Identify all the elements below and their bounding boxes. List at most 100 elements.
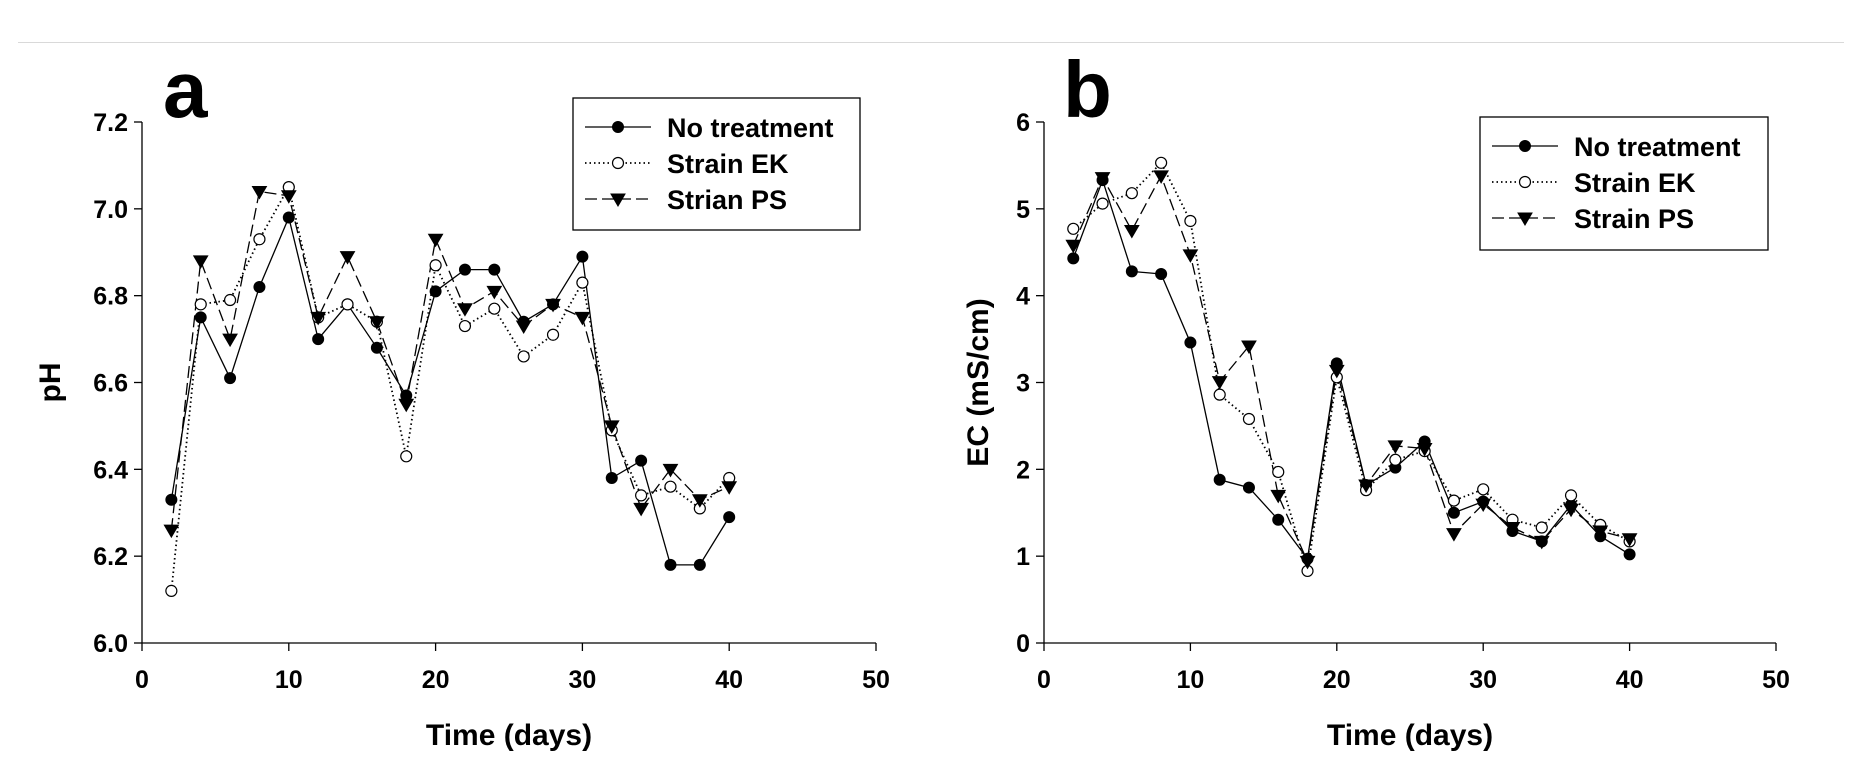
data-point xyxy=(429,259,442,272)
data-point xyxy=(1125,265,1138,278)
x-axis-title: Time (days) xyxy=(1327,719,1493,752)
x-tick-label: 10 xyxy=(1176,666,1204,694)
data-point xyxy=(1155,156,1168,169)
data-point xyxy=(1213,388,1226,401)
data-point xyxy=(574,311,591,326)
x-tick-label: 50 xyxy=(862,666,890,694)
x-tick-label: 40 xyxy=(1616,666,1644,694)
data-point xyxy=(165,584,178,598)
data-point xyxy=(633,502,649,517)
data-point xyxy=(517,350,530,363)
data-point xyxy=(723,511,736,524)
data-point xyxy=(545,298,561,313)
data-point xyxy=(1477,483,1490,496)
data-point xyxy=(398,398,415,413)
data-point xyxy=(1155,267,1168,280)
y-tick-label: 6.6 xyxy=(93,370,128,398)
y-tick-label: 7.0 xyxy=(93,196,128,224)
legend-marker xyxy=(1519,140,1531,152)
y-tick-label: 0 xyxy=(1016,630,1030,658)
x-tick-label: 20 xyxy=(422,666,450,694)
data-point xyxy=(486,285,503,300)
y-tick-label: 6.8 xyxy=(93,283,128,311)
data-point xyxy=(1241,340,1257,355)
data-point xyxy=(458,263,471,276)
y-tick-label: 5 xyxy=(1016,196,1030,224)
data-point xyxy=(1184,214,1197,228)
data-point xyxy=(1211,376,1228,390)
data-point xyxy=(341,298,354,311)
data-point xyxy=(488,263,501,276)
data-point xyxy=(429,285,442,298)
data-point xyxy=(339,251,356,265)
data-point xyxy=(1096,197,1109,210)
data-point xyxy=(1446,528,1462,542)
data-point xyxy=(1358,479,1374,493)
x-tick-label: 30 xyxy=(568,666,596,694)
top-divider xyxy=(18,42,1844,43)
data-point xyxy=(662,463,679,478)
y-tick-label: 2 xyxy=(1016,456,1030,484)
data-point xyxy=(576,276,589,289)
data-point xyxy=(1299,555,1316,570)
data-point xyxy=(1387,440,1404,454)
data-point xyxy=(1447,506,1460,519)
legend-marker xyxy=(1518,175,1532,189)
legend-label: Strain EK xyxy=(667,149,789,179)
panel-b-letter: b xyxy=(1063,45,1112,134)
legend-label: Strian PS xyxy=(667,185,787,215)
data-point xyxy=(1564,489,1578,502)
data-point xyxy=(1125,187,1138,200)
data-point xyxy=(635,489,648,502)
data-point xyxy=(458,319,472,333)
data-point xyxy=(1242,412,1256,426)
x-tick-label: 0 xyxy=(1037,666,1051,694)
data-point xyxy=(1094,172,1111,186)
data-point xyxy=(370,341,383,354)
x-tick-label: 10 xyxy=(275,666,303,694)
data-point xyxy=(400,450,413,463)
data-point xyxy=(1621,533,1638,547)
data-point xyxy=(427,233,444,248)
legend-marker xyxy=(612,121,624,133)
y-axis-title: pH xyxy=(34,363,67,403)
data-point xyxy=(1389,453,1402,466)
data-point xyxy=(1270,489,1287,504)
data-point xyxy=(1182,249,1199,263)
data-point xyxy=(546,328,560,341)
y-tick-label: 6 xyxy=(1016,109,1030,137)
y-tick-label: 4 xyxy=(1016,283,1030,311)
y-tick-label: 6.2 xyxy=(93,543,128,571)
data-point xyxy=(1065,239,1082,254)
data-point xyxy=(1153,170,1169,184)
data-point xyxy=(664,480,677,493)
data-point xyxy=(222,333,238,348)
data-point xyxy=(224,372,237,385)
data-point xyxy=(163,524,180,539)
y-tick-label: 1 xyxy=(1016,543,1030,571)
x-tick-label: 0 xyxy=(135,666,149,694)
y-tick-label: 6.4 xyxy=(93,456,128,484)
data-point xyxy=(1623,548,1636,561)
panel-a-letter: a xyxy=(163,45,208,134)
data-point xyxy=(1592,525,1609,539)
data-point xyxy=(693,558,706,571)
data-point xyxy=(1067,252,1080,265)
data-point xyxy=(194,311,207,324)
data-point xyxy=(1242,481,1255,494)
data-point xyxy=(369,316,385,330)
data-point xyxy=(1475,498,1492,513)
data-point xyxy=(691,494,708,508)
data-point xyxy=(312,333,325,346)
data-point xyxy=(1535,521,1548,534)
x-tick-label: 50 xyxy=(1762,666,1790,694)
data-point xyxy=(282,211,295,224)
data-point xyxy=(280,190,297,204)
data-point xyxy=(1533,535,1550,550)
y-tick-label: 3 xyxy=(1016,370,1030,398)
data-point xyxy=(1123,225,1140,239)
data-point xyxy=(576,250,589,263)
legend-label: Strain PS xyxy=(1574,204,1694,234)
data-point xyxy=(1504,522,1521,536)
